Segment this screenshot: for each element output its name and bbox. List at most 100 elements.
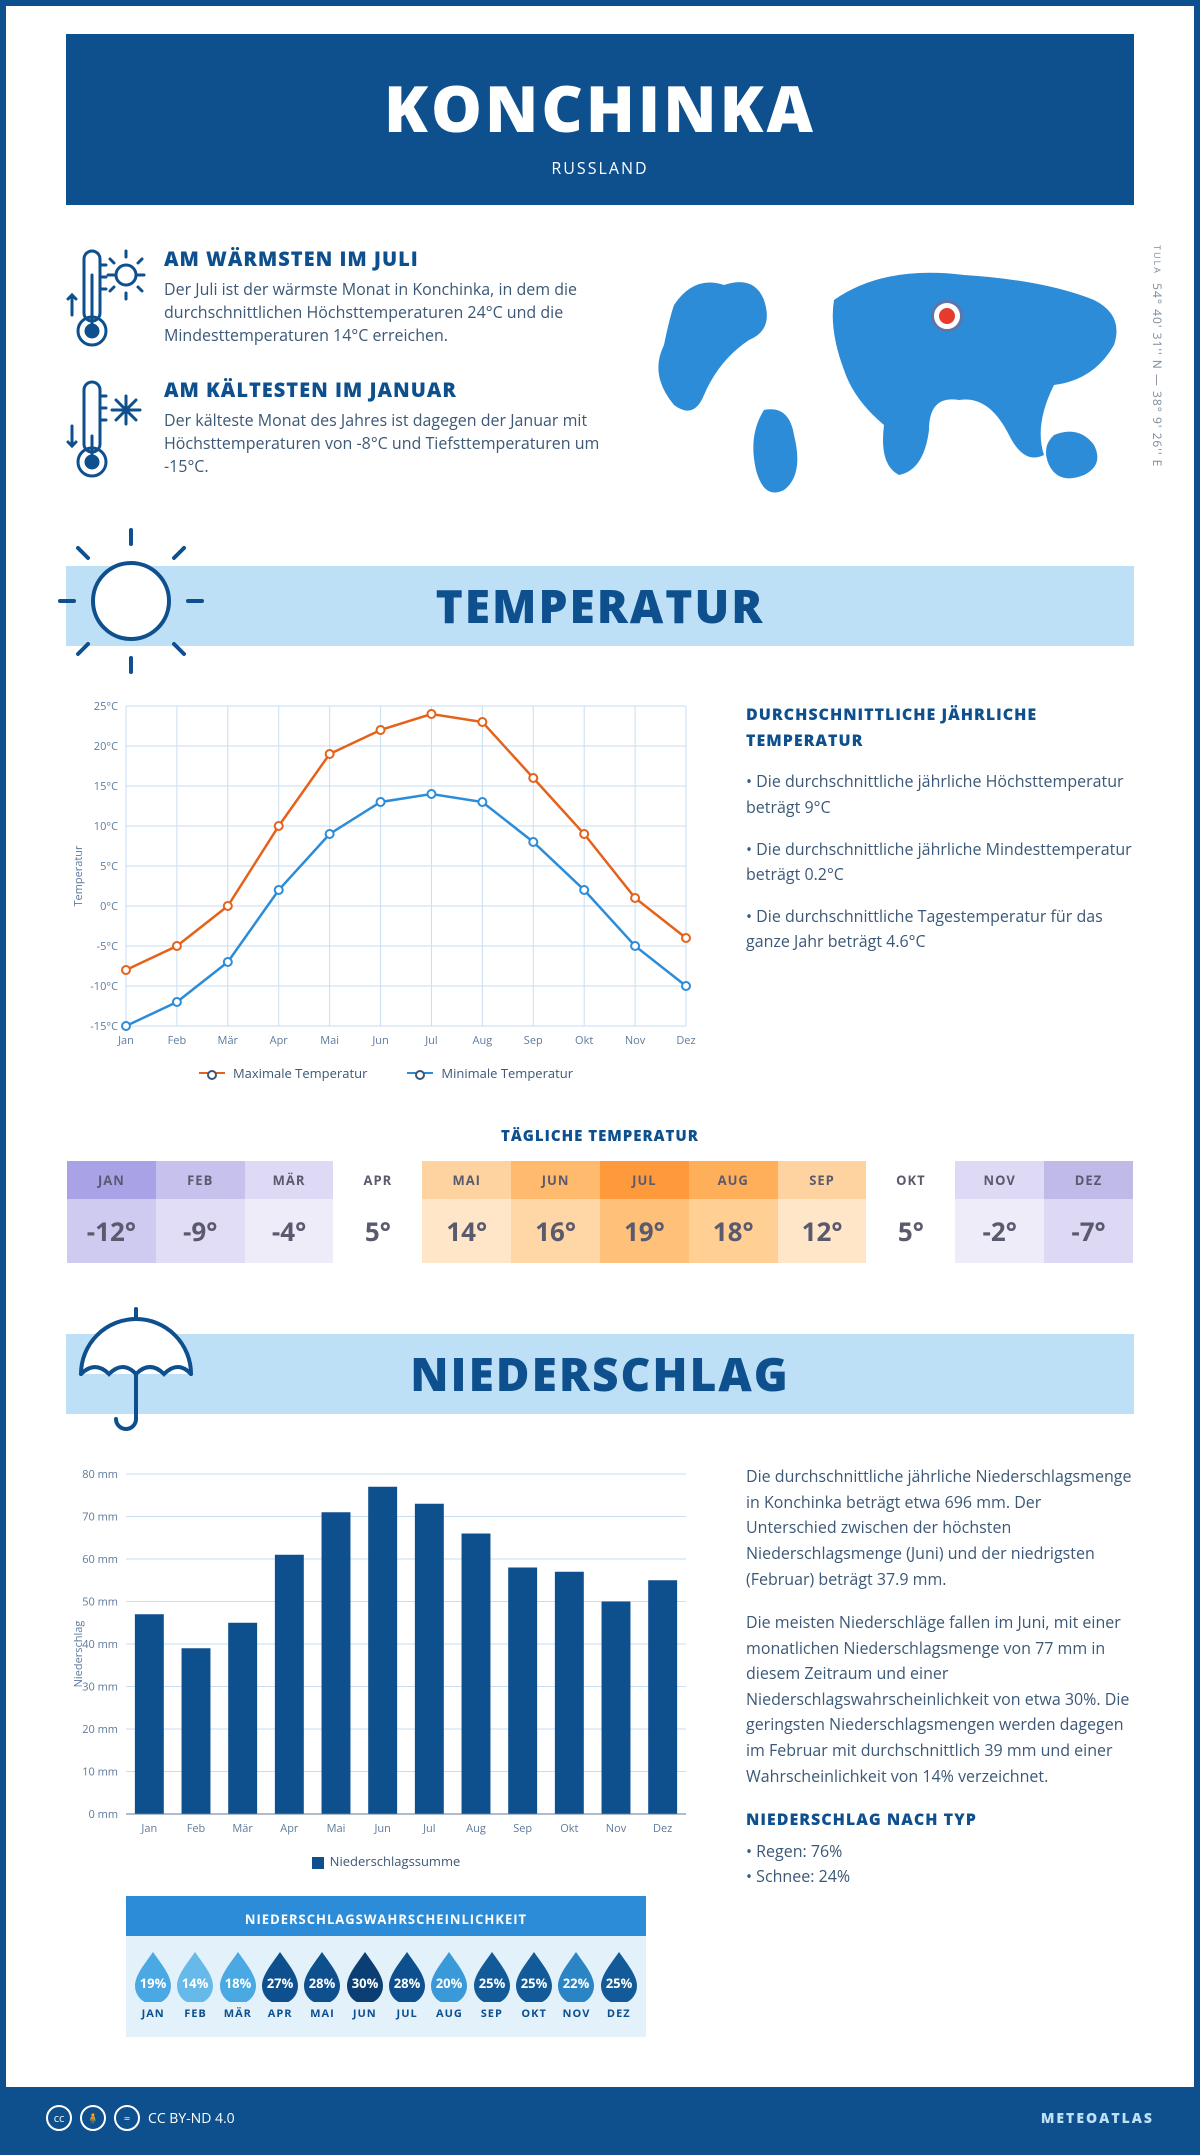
temperature-line-chart: -15°C-10°C-5°C0°C5°C10°C15°C20°C25°CJanF…	[66, 696, 706, 1056]
thermometer-snow-icon	[66, 376, 146, 476]
svg-text:25%: 25%	[478, 1974, 505, 1992]
probability-drop: 25%SEP	[471, 1950, 513, 2021]
svg-text:-15°C: -15°C	[90, 1019, 118, 1034]
section-title: TEMPERATUR	[66, 575, 1134, 637]
svg-text:Mär: Mär	[232, 1821, 253, 1836]
precipitation-bar-chart: 0 mm10 mm20 mm30 mm40 mm50 mm60 mm70 mm8…	[66, 1464, 706, 1844]
daily-cell: FEB-9°	[156, 1161, 245, 1263]
svg-text:Feb: Feb	[187, 1821, 206, 1836]
svg-text:Dez: Dez	[653, 1821, 672, 1836]
svg-text:Jan: Jan	[140, 1821, 157, 1836]
license: cc 🧍 = CC BY-ND 4.0	[46, 2105, 235, 2131]
probability-drop: 28%MAI	[301, 1950, 343, 2021]
daily-cell: JUL19°	[600, 1161, 689, 1263]
daily-cell: OKT5°	[866, 1161, 955, 1263]
daily-cell: JUN16°	[511, 1161, 600, 1263]
warmest-fact: AM WÄRMSTEN IM JULI Der Juli ist der wär…	[66, 245, 624, 348]
svg-text:Mär: Mär	[218, 1033, 239, 1048]
svg-text:25%: 25%	[521, 1974, 548, 1992]
svg-text:Jul: Jul	[424, 1033, 437, 1048]
svg-text:Mai: Mai	[320, 1033, 339, 1048]
nd-icon: =	[114, 2105, 140, 2131]
precipitation-probability-strip: NIEDERSCHLAGSWAHRSCHEINLICHKEIT 19%JAN14…	[126, 1896, 646, 2037]
svg-text:30 mm: 30 mm	[82, 1680, 118, 1695]
svg-text:Mai: Mai	[327, 1821, 346, 1836]
svg-text:Aug: Aug	[466, 1821, 486, 1836]
svg-text:0 mm: 0 mm	[88, 1807, 118, 1822]
svg-text:Sep: Sep	[524, 1033, 543, 1048]
daily-cell: JAN-12°	[67, 1161, 156, 1263]
probability-drop: 27%APR	[259, 1950, 301, 2021]
header: KONCHINKA RUSSLAND	[66, 34, 1134, 205]
probability-drop: 20%AUG	[428, 1950, 470, 2021]
svg-text:Jun: Jun	[371, 1033, 388, 1048]
precipitation-notes: Die durchschnittliche jährliche Niedersc…	[746, 1464, 1134, 2037]
svg-text:15°C: 15°C	[94, 779, 118, 794]
cc-icon: cc	[46, 2105, 72, 2131]
daily-temp-title: TÄGLICHE TEMPERATUR	[6, 1126, 1194, 1146]
svg-text:80 mm: 80 mm	[82, 1467, 118, 1482]
svg-text:Temperatur: Temperatur	[71, 845, 86, 907]
svg-text:28%: 28%	[309, 1974, 336, 1992]
section-band-temperature: TEMPERATUR	[66, 546, 1134, 666]
svg-text:Niederschlag: Niederschlag	[71, 1621, 86, 1688]
svg-text:Okt: Okt	[560, 1821, 578, 1836]
fact-title: AM KÄLTESTEN IM JANUAR	[164, 376, 624, 403]
probability-drop: 25%DEZ	[598, 1950, 640, 2021]
svg-text:30%: 30%	[352, 1974, 379, 1992]
by-icon: 🧍	[80, 2105, 106, 2131]
daily-cell: SEP12°	[778, 1161, 867, 1263]
city-title: KONCHINKA	[126, 64, 1074, 151]
thermometer-sun-icon	[66, 245, 146, 345]
svg-text:Sep: Sep	[513, 1821, 532, 1836]
svg-text:22%: 22%	[563, 1974, 590, 1992]
svg-text:Dez: Dez	[676, 1033, 695, 1048]
svg-text:Aug: Aug	[473, 1033, 493, 1048]
svg-text:0°C: 0°C	[100, 899, 118, 914]
svg-text:10°C: 10°C	[94, 819, 118, 834]
svg-text:50 mm: 50 mm	[82, 1595, 118, 1610]
probability-drop: 30%JUN	[344, 1950, 386, 2021]
svg-text:Feb: Feb	[168, 1033, 187, 1048]
svg-text:Apr: Apr	[280, 1821, 299, 1836]
probability-drop: 22%NOV	[555, 1950, 597, 2021]
svg-text:Jul: Jul	[422, 1821, 435, 1836]
daily-cell: APR5°	[333, 1161, 422, 1263]
svg-text:27%: 27%	[267, 1974, 294, 1992]
fact-text: Der kälteste Monat des Jahres ist dagege…	[164, 409, 624, 479]
country-subtitle: RUSSLAND	[126, 157, 1074, 179]
svg-text:25°C: 25°C	[94, 699, 118, 714]
brand: METEOATLAS	[1041, 2109, 1154, 2128]
temp-chart-legend: Maximale Temperatur Minimale Temperatur	[66, 1064, 706, 1082]
coordinates: TULA 54° 40' 31'' N — 38° 9' 26'' E	[1149, 245, 1166, 467]
svg-text:Nov: Nov	[625, 1033, 646, 1048]
daily-cell: NOV-2°	[955, 1161, 1044, 1263]
fact-text: Der Juli ist der wärmste Monat in Konchi…	[164, 278, 624, 348]
svg-text:20%: 20%	[436, 1974, 463, 1992]
probability-drop: 14%FEB	[174, 1950, 216, 2021]
svg-text:18%: 18%	[225, 1974, 252, 1992]
probability-drop: 18%MÄR	[217, 1950, 259, 2021]
section-band-precipitation: NIEDERSCHLAG	[66, 1314, 1134, 1434]
svg-text:19%: 19%	[140, 1974, 167, 1992]
svg-text:10 mm: 10 mm	[82, 1765, 118, 1780]
probability-drop: 28%JUL	[386, 1950, 428, 2021]
coldest-fact: AM KÄLTESTEN IM JANUAR Der kälteste Mona…	[66, 376, 624, 479]
fact-title: AM WÄRMSTEN IM JULI	[164, 245, 624, 272]
section-title: NIEDERSCHLAG	[66, 1343, 1134, 1405]
svg-text:Okt: Okt	[575, 1033, 593, 1048]
svg-text:5°C: 5°C	[100, 859, 118, 874]
temperature-notes: DURCHSCHNITTLICHE JÄHRLICHE TEMPERATUR •…	[746, 696, 1134, 1082]
svg-text:40 mm: 40 mm	[82, 1637, 118, 1652]
world-map: TULA 54° 40' 31'' N — 38° 9' 26'' E	[654, 245, 1134, 506]
daily-cell: AUG18°	[689, 1161, 778, 1263]
svg-text:20 mm: 20 mm	[82, 1722, 118, 1737]
probability-drop: 25%OKT	[513, 1950, 555, 2021]
svg-text:Nov: Nov	[606, 1821, 627, 1836]
svg-text:20°C: 20°C	[94, 739, 118, 754]
svg-text:-10°C: -10°C	[90, 979, 118, 994]
daily-cell: MAI14°	[422, 1161, 511, 1263]
daily-temperature-table: JAN-12°FEB-9°MÄR-4°APR5°MAI14°JUN16°JUL1…	[66, 1160, 1134, 1264]
location-marker-icon	[934, 303, 960, 329]
daily-cell: MÄR-4°	[245, 1161, 334, 1263]
